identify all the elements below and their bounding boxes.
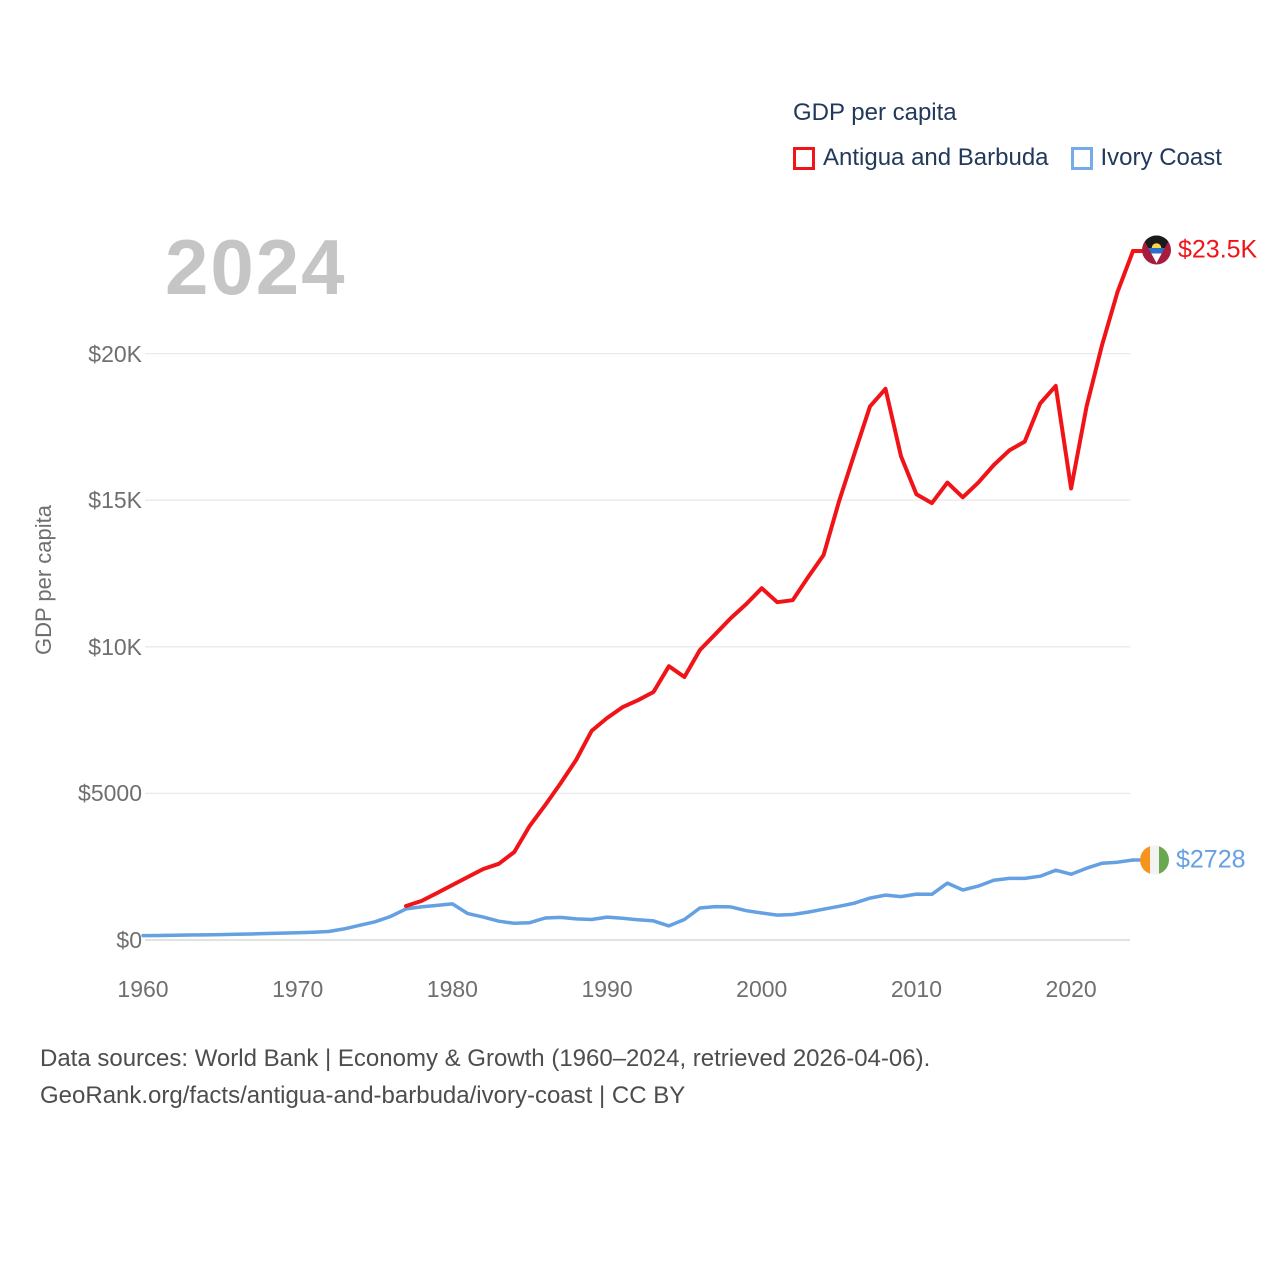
antigua-series-swatch-icon [793, 146, 815, 170]
y-tick-label-15000: $15K [88, 487, 142, 514]
ivory-coast-flag-icon [1140, 845, 1169, 875]
y-tick-label-0: $0 [116, 927, 142, 953]
antigua-end-value-label: $23.5K [1178, 235, 1258, 264]
source-footer-line2: GeoRank.org/facts/antigua-and-barbuda/iv… [40, 1082, 686, 1109]
ivory-coast-end-value-label: $2728 [1176, 845, 1246, 874]
year-watermark: 2024 [165, 223, 347, 311]
legend-item-antigua-and-barbuda[interactable]: Antigua and Barbuda [793, 144, 1049, 172]
x-tick-label-1970: 1970 [272, 976, 324, 1002]
legend-row: Antigua and Barbuda Ivory Coast [793, 144, 1222, 172]
x-tick-label-2000: 2000 [736, 976, 788, 1002]
y-tick-label-5000: $5000 [78, 780, 142, 807]
legend-label-ivory-coast: Ivory Coast [1100, 144, 1222, 171]
x-tick-label-1960: 1960 [117, 976, 169, 1002]
y-tick-label-20000: $20K [88, 340, 142, 367]
series-line-antigua-and-barbuda[interactable] [404, 249, 1135, 908]
x-tick-label-2010: 2010 [890, 976, 943, 1002]
antigua-end-value: $23.5K [1142, 235, 1258, 265]
series-line-ivory-coast[interactable] [141, 858, 1135, 938]
source-footer: Data sources: World Bank | Economy & Gro… [40, 1040, 930, 1114]
legend-label-antigua: Antigua and Barbuda [823, 144, 1049, 171]
antigua-and-barbuda-flag-icon [1142, 235, 1171, 265]
x-tick-label-2020: 2020 [1045, 976, 1097, 1002]
x-tick-label-1980: 1980 [426, 976, 478, 1002]
ivory-coast-end-value: $2728 [1140, 845, 1246, 875]
legend: GDP per capita Antigua and Barbuda Ivory… [793, 99, 1222, 172]
x-tick-label-1990: 1990 [581, 976, 633, 1002]
y-axis-title: GDP per capita [31, 504, 56, 656]
legend-title: GDP per capita [793, 99, 957, 126]
y-tick-label-10000: $10K [88, 633, 142, 660]
ivory-coast-series-swatch-icon [1070, 146, 1093, 170]
source-footer-line1: Data sources: World Bank | Economy & Gro… [40, 1045, 931, 1072]
legend-item-ivory-coast[interactable]: Ivory Coast [1070, 144, 1222, 172]
